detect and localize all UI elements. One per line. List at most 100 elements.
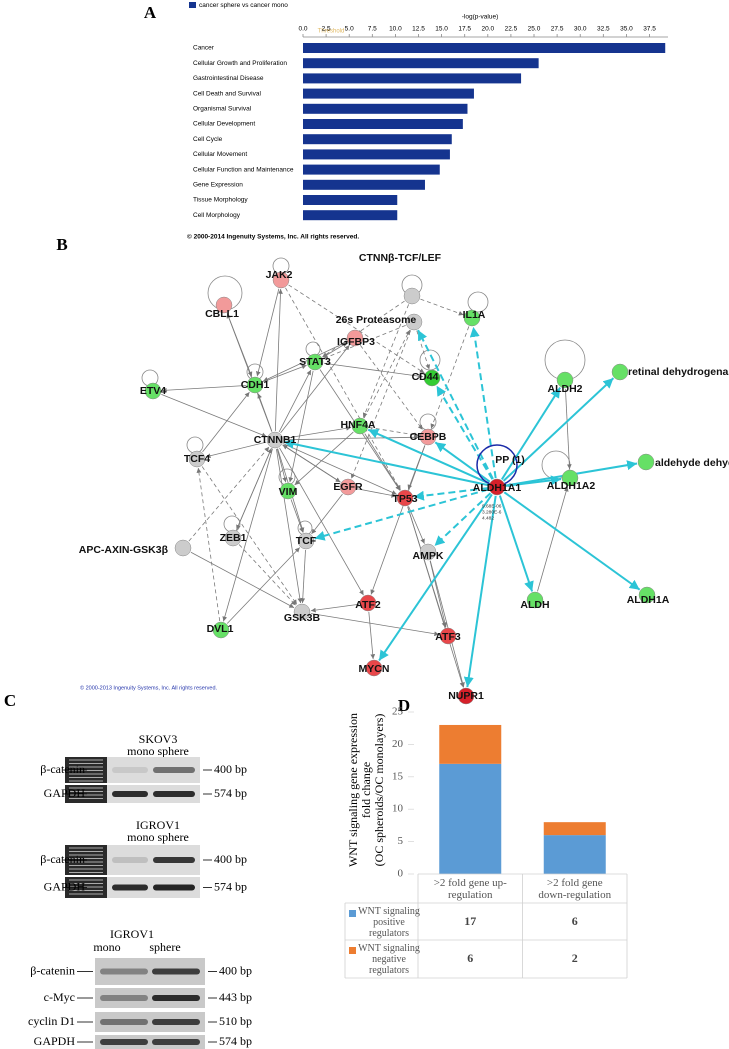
lane-label: sphere	[149, 940, 180, 954]
category-label: >2 fold gene down-regulation	[538, 877, 612, 902]
size-label: 400 bp	[214, 852, 247, 866]
gel-band	[153, 791, 195, 797]
network-edge	[300, 549, 306, 604]
bar	[303, 119, 463, 129]
node-label: ZEB1	[220, 532, 247, 544]
category-label: Cellular Function and Maintenance	[193, 166, 294, 173]
node-label: CEBPB	[410, 431, 447, 443]
network-node	[339, 478, 357, 496]
network-node	[351, 417, 369, 435]
y-tick-label: 15	[392, 770, 404, 782]
category-label: Cell Morphology	[193, 212, 241, 219]
network-node	[637, 453, 655, 471]
category-label: Gene Expression	[193, 182, 243, 189]
legend-swatch	[189, 2, 196, 8]
node-label: GSK3B	[284, 612, 321, 624]
table-value: 17	[464, 914, 476, 928]
gel-band	[153, 884, 195, 891]
gel-background	[95, 988, 205, 1008]
network-edge	[276, 448, 287, 483]
gel-band	[112, 857, 148, 863]
network-edge	[322, 300, 405, 358]
bar	[303, 195, 398, 205]
size-label: 574 bp	[219, 1034, 252, 1048]
category-label: Cancer	[193, 45, 215, 52]
gel-band	[100, 995, 148, 1001]
network-node	[457, 687, 475, 705]
row-label: GAPDH	[44, 879, 86, 893]
network-edge	[505, 475, 562, 487]
gel-band	[112, 767, 148, 773]
bar	[303, 149, 450, 160]
row-label: GAPDH	[44, 786, 86, 800]
gel-title: SKOV3	[139, 732, 178, 746]
network-edge	[288, 284, 425, 374]
x-axis-title: -log(p-value)	[462, 14, 499, 21]
network-edge	[205, 441, 267, 459]
network-edge	[161, 385, 247, 393]
category-label: Cell Cycle	[193, 136, 223, 143]
network-edge	[407, 506, 465, 688]
network-node	[293, 603, 311, 621]
network-node	[174, 539, 192, 557]
network-edge	[280, 344, 350, 434]
network-edge	[350, 330, 412, 479]
network-node	[212, 621, 230, 639]
node-label: ATF3	[435, 631, 461, 643]
node-label: retinal dehydrogenase	[628, 366, 729, 378]
node-label: CBLL1	[205, 308, 239, 320]
network-edge	[368, 611, 376, 660]
x-tick-label: 22.5	[505, 26, 518, 33]
network-edge	[238, 544, 297, 606]
gel-band	[112, 791, 148, 797]
network-edge	[274, 288, 283, 432]
network-node	[346, 329, 364, 347]
network-node	[561, 469, 579, 487]
network-edge	[363, 329, 411, 419]
gel-band	[100, 1019, 148, 1025]
network-edge	[434, 441, 491, 483]
table-value: 6	[572, 914, 578, 928]
legend-label: WNT signaling positive regulators	[358, 906, 420, 939]
network-edge	[278, 369, 312, 433]
network-edge	[290, 499, 304, 533]
size-label: 443 bp	[219, 990, 252, 1004]
table-value: 6	[467, 951, 473, 965]
network-node	[359, 594, 377, 612]
network-node	[215, 296, 233, 314]
network-edge	[283, 434, 420, 441]
network-edge	[413, 487, 489, 501]
lane-label: mono sphere	[127, 830, 189, 844]
node-label: ALDH1A1	[473, 482, 522, 494]
node-label: HNF4A	[340, 419, 375, 431]
self-loop	[186, 436, 204, 454]
network-node	[439, 627, 457, 645]
network-node	[297, 532, 315, 550]
gel-band	[152, 1019, 200, 1025]
network-edge	[368, 427, 420, 438]
gel-title: IGROV1	[110, 927, 154, 941]
gel-band	[153, 857, 195, 863]
bar	[303, 73, 522, 84]
legend-label: cancer sphere vs cancer mono	[199, 2, 288, 9]
node-label: APC-AXIN-GSK3β	[79, 544, 169, 556]
node-annotation: 3.280E-6	[482, 509, 502, 515]
network-node	[272, 271, 290, 289]
node-annotation: 9.68E-06	[482, 503, 502, 509]
network-node	[463, 309, 481, 327]
y-tick-label: 0	[398, 868, 404, 880]
network-edge	[310, 613, 440, 637]
network-node	[188, 450, 206, 468]
node-label: MYCN	[359, 663, 390, 675]
node-label: ALDH1A	[627, 594, 670, 606]
network-edge	[537, 486, 569, 592]
lane-label: mono sphere	[127, 744, 189, 758]
legend-swatch	[349, 947, 356, 954]
network-node	[423, 369, 441, 387]
y-axis-title: fold change	[359, 762, 373, 818]
network-edge	[285, 287, 401, 491]
y-tick-label: 5	[398, 835, 404, 847]
network-node	[306, 353, 324, 371]
bar	[303, 88, 474, 99]
